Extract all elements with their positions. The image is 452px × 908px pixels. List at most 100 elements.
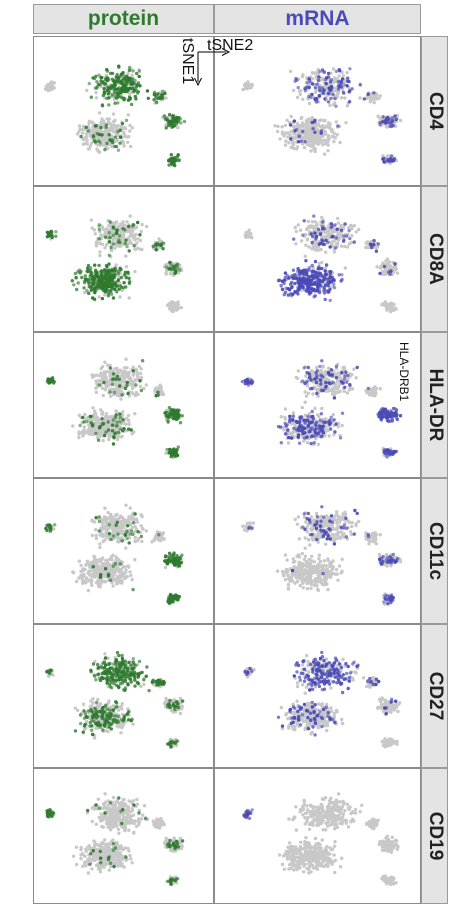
cell-point (97, 241, 102, 246)
cell-point (317, 85, 322, 90)
cell-point (116, 390, 120, 394)
cell-point (381, 119, 385, 124)
column-header-mrna-label: mRNA (285, 7, 350, 30)
cell-point (103, 147, 107, 152)
cell-point (154, 242, 158, 246)
cell-point (111, 112, 116, 116)
cell-point (295, 376, 300, 380)
cell-point (292, 146, 296, 151)
cell-point (329, 270, 333, 274)
cell-point (358, 96, 362, 100)
cell-point (342, 83, 346, 87)
cell-point (127, 135, 131, 139)
cell-point (110, 423, 115, 427)
cell-point (128, 129, 132, 133)
cell-point (286, 441, 291, 445)
cell-point (329, 96, 333, 100)
cell-point (98, 83, 102, 87)
cell-point (163, 91, 167, 96)
cell-point (381, 157, 385, 161)
cell-point (298, 279, 303, 283)
cell-point (87, 121, 91, 126)
cell-point (115, 73, 119, 77)
cell-point (317, 119, 322, 123)
cell-point (314, 270, 318, 274)
cell-point (96, 272, 100, 277)
cell-point (314, 365, 319, 370)
cell-point (132, 243, 136, 248)
cell-point (121, 96, 125, 100)
cell-point (105, 141, 109, 146)
cell-point (304, 118, 309, 123)
cell-point (298, 228, 303, 232)
cell-point (332, 386, 336, 390)
cell-point (310, 240, 314, 245)
cell-point (134, 383, 138, 387)
cell-point (164, 96, 168, 100)
cell-point (364, 245, 368, 250)
cell-point (116, 271, 121, 276)
cell-point (117, 64, 121, 68)
cell-point (90, 226, 94, 230)
cell-point (105, 67, 109, 72)
cell-point (100, 278, 104, 283)
cell-point (320, 141, 324, 145)
cell-point (304, 259, 308, 263)
cell-point (344, 121, 348, 125)
cell-point (111, 282, 115, 287)
cell-point (80, 275, 84, 280)
cell-point (127, 77, 132, 81)
cell-point (73, 271, 78, 276)
cell-point (110, 292, 114, 296)
cell-point (82, 286, 86, 290)
cell-point (380, 269, 385, 273)
cell-point (131, 369, 135, 373)
cell-point (392, 308, 396, 312)
cell-point (94, 431, 98, 436)
cell-point (102, 87, 106, 91)
cell-point (130, 379, 135, 384)
cell-point (296, 267, 300, 271)
cell-point (85, 138, 89, 142)
cell-point (319, 247, 323, 252)
cell-point (304, 374, 308, 378)
cell-point (328, 275, 332, 280)
cell-point (127, 281, 132, 285)
cell-point (95, 278, 100, 282)
cell-point (104, 145, 108, 149)
cell-point (78, 423, 82, 428)
cell-point (134, 225, 139, 229)
cell-point (99, 366, 103, 371)
cell-point (84, 125, 88, 130)
cell-point (326, 140, 330, 144)
tsne-panel-cd8a-mrna (214, 186, 421, 332)
cell-point (311, 127, 315, 131)
cell-point (111, 418, 116, 422)
cell-point (92, 276, 96, 280)
cell-point (165, 303, 170, 307)
cell-point (75, 287, 79, 292)
cell-point (113, 287, 117, 291)
cell-point (128, 214, 132, 218)
cell-point (280, 287, 285, 292)
cell-point (93, 140, 98, 144)
cell-point (102, 370, 107, 374)
tsne-panel-cd4-protein (33, 36, 214, 186)
cell-point (50, 230, 54, 234)
cell-point (92, 286, 97, 291)
cell-point (136, 90, 140, 94)
cell-point (91, 282, 95, 287)
cell-point (124, 416, 129, 421)
cell-point (307, 292, 312, 296)
cell-point (98, 253, 102, 258)
cell-point (114, 263, 118, 267)
cell-point (175, 448, 179, 452)
cell-point (316, 277, 321, 282)
cell-point (122, 377, 126, 381)
cell-point (135, 71, 139, 76)
cell-point (170, 157, 175, 161)
cell-point (321, 220, 325, 224)
cell-point (88, 285, 92, 289)
cell-point (303, 140, 307, 144)
cell-point (290, 284, 294, 289)
